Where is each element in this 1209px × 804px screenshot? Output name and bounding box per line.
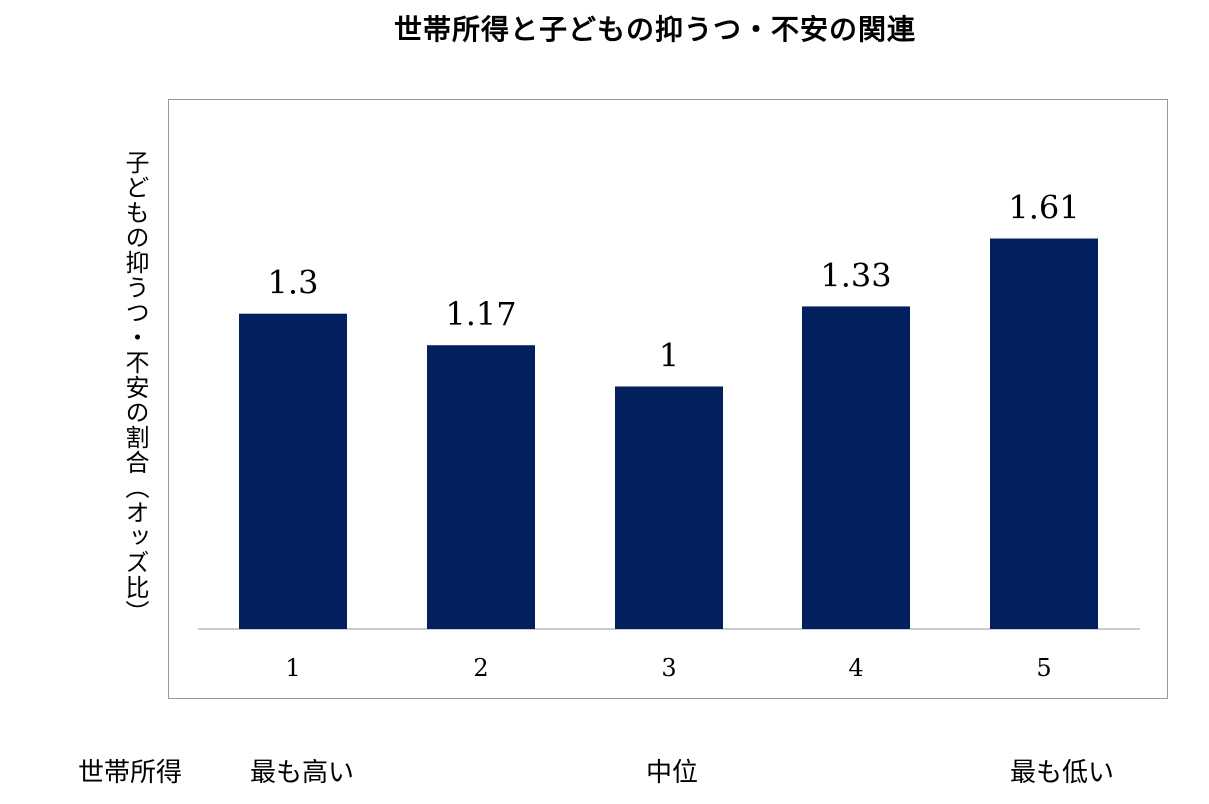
income-middle-label: 中位	[646, 758, 699, 788]
x-tick-label-5: 5	[1036, 654, 1051, 682]
income-highest-label: 最も高い	[250, 758, 355, 788]
x-tick-label-3: 3	[661, 654, 676, 682]
income-axis-label: 世帯所得	[78, 758, 183, 788]
data-label-1: 1.3	[268, 264, 319, 302]
x-tick-label-1: 1	[285, 654, 300, 682]
bar-2	[427, 345, 535, 629]
x-tick-label-2: 2	[473, 654, 488, 682]
y-axis-label: 子どもの抑うつ・不安の割合（オッズ比）	[121, 150, 149, 625]
bar-4	[802, 306, 910, 629]
data-label-3: 1	[659, 336, 679, 374]
data-label-2: 1.17	[445, 295, 516, 333]
bar-5	[990, 238, 1098, 629]
plot-area	[168, 99, 1168, 699]
x-tick-label-4: 4	[848, 654, 863, 682]
bar-1	[239, 313, 347, 629]
data-label-4: 1.33	[820, 256, 891, 294]
data-label-5: 1.61	[1008, 189, 1079, 227]
income-lowest-label: 最も低い	[1010, 758, 1115, 788]
chart-title: 世帯所得と子どもの抑うつ・不安の関連	[393, 13, 916, 46]
bar-3	[615, 386, 723, 629]
